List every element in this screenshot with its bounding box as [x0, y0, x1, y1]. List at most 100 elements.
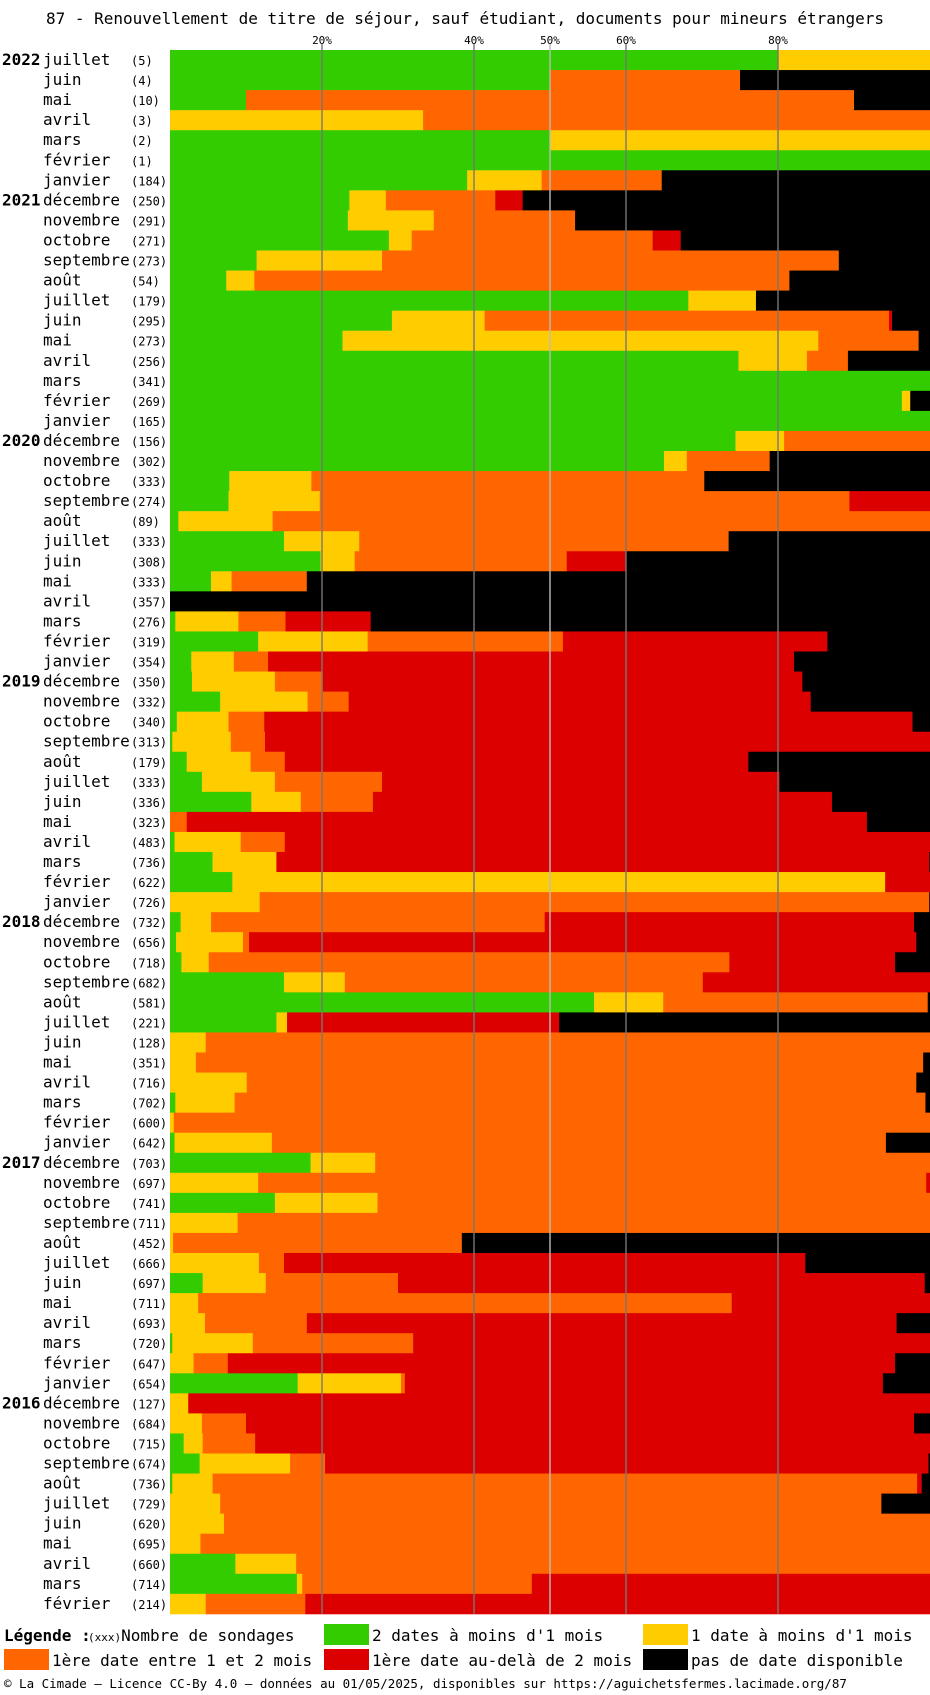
- bar-segment-y: [235, 1553, 297, 1575]
- count-label: (741): [131, 1197, 167, 1211]
- footer-credit: © La Cimade — Licence CC-By 4.0 — donnée…: [4, 1676, 847, 1691]
- bar-segment-o: [663, 992, 929, 1013]
- bar-segment-o: [234, 1092, 926, 1114]
- month-label: décembre: [43, 1153, 120, 1172]
- bar-segment-k: [927, 992, 930, 1013]
- bar-segment-r: [382, 771, 780, 793]
- count-label: (600): [131, 1117, 167, 1131]
- bar-segment-y: [778, 50, 930, 71]
- month-label: décembre: [43, 431, 120, 450]
- bar-segment-y: [211, 571, 232, 592]
- bar-segment-g: [170, 1333, 173, 1354]
- month-label: février: [43, 1594, 111, 1613]
- count-label: (333): [131, 475, 167, 489]
- count-label: (674): [131, 1458, 167, 1472]
- bar-segment-r: [285, 611, 371, 632]
- bar-segment-o: [433, 210, 576, 231]
- month-label: novembre: [43, 932, 120, 951]
- bar-segment-k: [923, 1052, 930, 1073]
- month-label: novembre: [43, 451, 120, 470]
- legend-title: Légende :: [4, 1626, 91, 1645]
- count-label: (10): [131, 94, 160, 108]
- month-label: juin: [43, 792, 82, 811]
- bar-segment-o: [274, 771, 383, 793]
- bar-segment-g: [170, 831, 175, 853]
- bar-segment-r: [544, 912, 915, 933]
- bar-segment-r: [287, 1012, 560, 1033]
- bar-segment-k: [704, 471, 930, 492]
- month-label: novembre: [43, 210, 120, 229]
- x-tick-label: 20%: [312, 34, 332, 47]
- count-label: (732): [131, 916, 167, 930]
- bar-segment-g: [170, 350, 739, 372]
- month-label: mars: [43, 611, 82, 630]
- count-label: (273): [131, 335, 167, 349]
- bar-segment-k: [892, 310, 930, 332]
- bar-segment-k: [838, 250, 930, 271]
- bar-segment-g: [170, 451, 665, 472]
- bar-segment-r: [413, 1333, 930, 1354]
- bar-segment-y: [170, 1172, 259, 1194]
- bar-segment-g: [170, 1192, 276, 1214]
- month-label: juillet: [43, 1253, 110, 1272]
- count-label: (323): [131, 816, 167, 830]
- count-label: (711): [131, 1297, 167, 1311]
- bar-segment-g: [170, 1373, 298, 1394]
- count-label: (295): [131, 315, 167, 329]
- month-label: mai: [43, 90, 72, 109]
- bar-segment-o: [246, 1072, 917, 1093]
- bar-segment-k: [559, 1012, 930, 1033]
- bar-segment-r: [372, 791, 833, 813]
- legend-count-label: (xxx)Nombre de sondages: [88, 1626, 295, 1645]
- count-label: (483): [131, 836, 167, 850]
- bar-segment-y: [202, 1273, 267, 1294]
- bar-segment-r: [306, 1313, 897, 1334]
- count-label: (703): [131, 1157, 167, 1171]
- bar-segment-y: [170, 1393, 189, 1414]
- bar-segment-o: [173, 1112, 930, 1134]
- bar-segment-k: [461, 1232, 930, 1254]
- count-label: (647): [131, 1357, 167, 1371]
- count-label: (350): [131, 676, 167, 690]
- month-label: mai: [43, 331, 72, 350]
- bar-segment-y: [258, 631, 368, 652]
- legend-swatch-black: [643, 1649, 688, 1670]
- count-label: (214): [131, 1598, 167, 1612]
- month-label: juin: [43, 311, 82, 330]
- bar-segment-o: [258, 1253, 285, 1274]
- bar-segment-k: [895, 952, 930, 973]
- bar-segment-k: [789, 270, 930, 291]
- month-label: mars: [43, 371, 82, 390]
- month-label: juin: [43, 70, 82, 89]
- bar-segment-o: [484, 310, 890, 332]
- month-label: août: [43, 1233, 82, 1252]
- bar-segment-r: [186, 811, 868, 833]
- bar-segment-k: [918, 330, 930, 352]
- count-label: (156): [131, 435, 167, 449]
- bar-segment-r: [926, 1172, 930, 1194]
- count-label: (720): [131, 1337, 167, 1351]
- bar-segment-o: [233, 651, 269, 672]
- bar-segment-y: [170, 1112, 175, 1134]
- bar-segment-o: [202, 1433, 256, 1454]
- bar-segment-y: [320, 551, 355, 572]
- bar-segment-o: [201, 1413, 247, 1434]
- count-label: (354): [131, 656, 167, 670]
- month-label: novembre: [43, 1173, 120, 1192]
- bar-segment-g: [170, 611, 176, 632]
- bar-segment-o: [307, 691, 349, 713]
- count-label: (333): [131, 575, 167, 589]
- bar-segment-y: [738, 350, 808, 372]
- legend-swatch-yellow: [643, 1624, 688, 1645]
- bar-segment-r: [562, 631, 828, 652]
- bar-segment-g: [170, 631, 259, 652]
- bar-segment-r: [566, 551, 627, 572]
- count-label: (341): [131, 375, 167, 389]
- bar-segment-o: [198, 1293, 732, 1314]
- bar-segment-g: [170, 471, 230, 492]
- bar-segment-y: [175, 611, 239, 632]
- bar-segment-y: [170, 1072, 248, 1093]
- bar-segment-k: [740, 70, 930, 91]
- month-label: janvier: [43, 1133, 111, 1152]
- month-label: juillet: [43, 50, 110, 69]
